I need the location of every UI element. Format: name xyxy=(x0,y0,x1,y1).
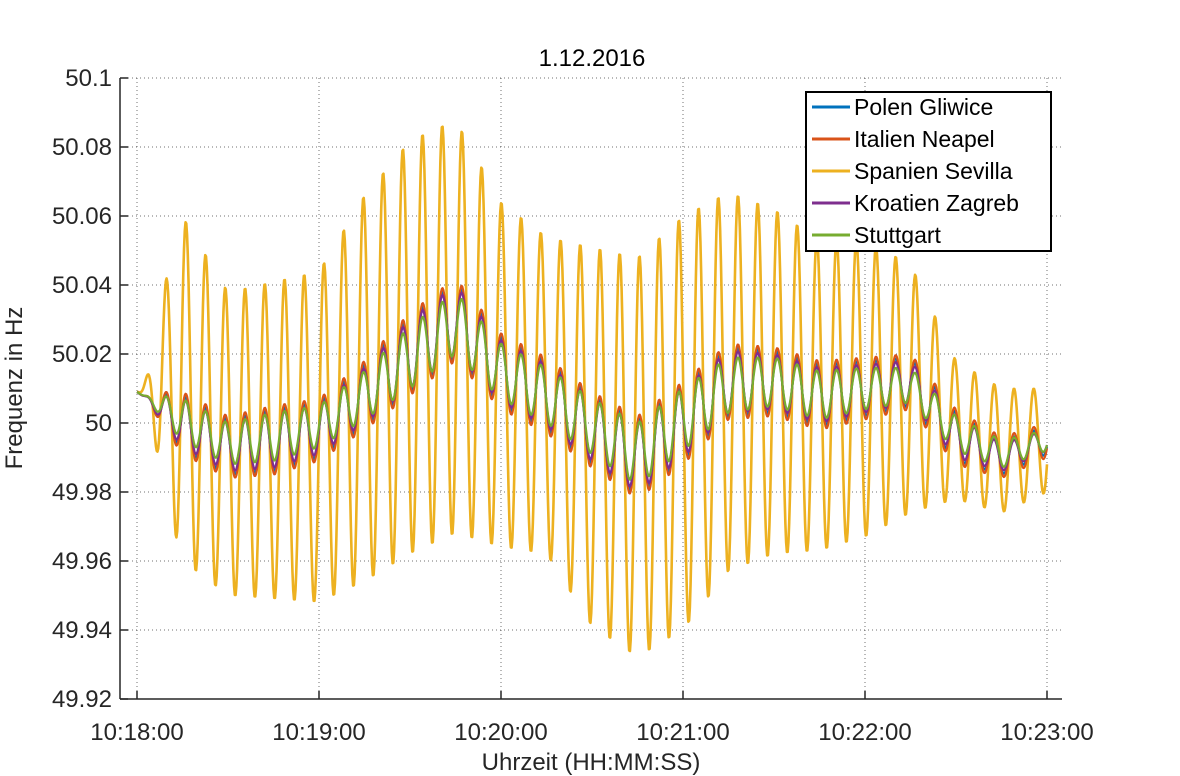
y-tick-label: 49.94 xyxy=(52,617,112,644)
y-tick-label: 49.92 xyxy=(52,686,112,713)
legend-label: Stuttgart xyxy=(854,222,942,248)
series-layer xyxy=(136,125,1049,653)
y-tick-label: 50.04 xyxy=(52,272,112,299)
x-tick-label: 10:19:00 xyxy=(272,719,365,746)
grid-layer xyxy=(120,77,1062,699)
y-tick-label: 50 xyxy=(85,410,112,437)
legend-label: Italien Neapel xyxy=(854,126,995,152)
x-tick-label: 10:23:00 xyxy=(1000,719,1093,746)
axes-layer xyxy=(119,78,1062,700)
tick-layer: 49.92 49.94 49.96 49.98 50 50.02 50.04 50.06 50.… xyxy=(52,65,1094,746)
legend-label: Spanien Sevilla xyxy=(854,158,1013,184)
y-tick-label: 50.1 xyxy=(65,65,112,92)
chart-title: 1.12.2016 xyxy=(539,45,646,72)
y-tick-label: 49.98 xyxy=(52,479,112,506)
y-tick-label: 49.96 xyxy=(52,548,112,575)
x-axis-title: Uhrzeit (HH:MM:SS) xyxy=(482,749,701,776)
x-tick-label: 10:20:00 xyxy=(454,719,547,746)
legend-items: Polen Gliwice Italien Neapel Spanien Sevil… xyxy=(812,94,1019,248)
series-line-spanien-sevilla xyxy=(136,125,1049,653)
legend-label: Polen Gliwice xyxy=(854,94,993,120)
x-tick-label: 10:22:00 xyxy=(818,719,911,746)
y-axis-title: Frequenz in Hz xyxy=(1,307,28,470)
series-line-stuttgart xyxy=(136,297,1049,481)
legend: Polen Gliwice Italien Neapel Spanien Sevil… xyxy=(805,91,1052,252)
y-tick-label: 50.06 xyxy=(52,203,112,230)
y-tick-label: 50.02 xyxy=(52,341,112,368)
x-tick-label: 10:18:00 xyxy=(90,719,183,746)
y-tick-label: 50.08 xyxy=(52,134,112,161)
x-tick-label: 10:21:00 xyxy=(636,719,729,746)
legend-label: Kroatien Zagreb xyxy=(854,190,1019,216)
